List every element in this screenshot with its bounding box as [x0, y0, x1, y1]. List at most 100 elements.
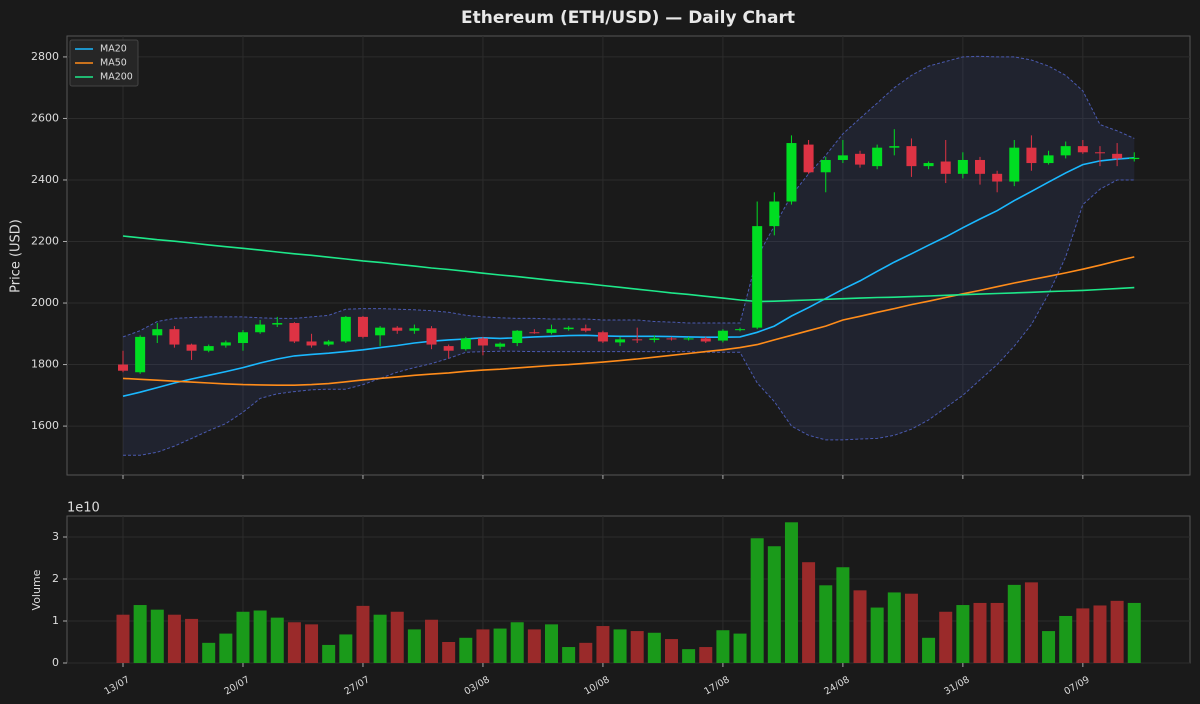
ma-line	[122, 235, 1135, 303]
candle-body	[683, 338, 694, 340]
volume-bar	[1127, 602, 1141, 663]
volume-panel	[66, 515, 1191, 664]
chart-title: Ethereum (ETH/USD) — Daily Chart	[461, 8, 795, 28]
candle-body	[289, 323, 300, 342]
candle-body	[203, 346, 214, 351]
volume-bar	[596, 626, 610, 663]
candle-body	[1009, 147, 1020, 182]
volume-bar	[287, 622, 301, 663]
candle-body	[923, 163, 934, 167]
candle-body	[323, 341, 334, 345]
candle-body	[820, 159, 831, 173]
volume-bar	[682, 649, 696, 663]
volume-offset-label: 1e10	[67, 501, 100, 516]
volume-bar	[853, 590, 867, 663]
candle-body	[529, 332, 540, 334]
candle-body	[563, 327, 574, 330]
ma-line	[122, 157, 1135, 397]
candle-body	[786, 143, 797, 202]
y-tick-label: 0	[52, 656, 59, 669]
legend-box	[69, 39, 139, 87]
y-tick-label: 1600	[31, 419, 59, 432]
band-upper	[122, 55, 1135, 338]
candle-body	[1026, 147, 1037, 164]
legend-label: MA200	[100, 72, 133, 83]
candle-body	[735, 329, 746, 331]
volume-axis-label: Volume	[30, 569, 43, 610]
volume-bar	[956, 605, 970, 663]
candle-body	[1129, 157, 1140, 160]
volume-bar	[870, 607, 884, 663]
volume-bar	[133, 605, 147, 663]
volume-bar	[356, 605, 370, 663]
legend-label: MA50	[100, 58, 127, 69]
volume-bar	[116, 614, 130, 663]
volume-bar	[1076, 608, 1090, 663]
volume-bar	[750, 538, 764, 663]
candle-body	[392, 327, 403, 331]
candle-body	[700, 338, 711, 342]
volume-bar	[1042, 631, 1056, 663]
y-tick-label: 3	[52, 530, 59, 543]
volume-bar	[270, 617, 284, 663]
candle-body	[306, 341, 317, 346]
candle-body	[186, 344, 197, 351]
volume-bar	[305, 624, 319, 663]
candle-body	[975, 159, 985, 174]
volume-bar	[236, 611, 250, 663]
volume-bar	[322, 644, 336, 663]
candle-body	[1043, 155, 1054, 164]
y-tick-label: 2800	[31, 50, 59, 63]
y-tick-label: 2000	[31, 296, 59, 309]
volume-bar	[219, 633, 233, 663]
volume-bar	[699, 647, 713, 663]
volume-bar	[562, 647, 576, 663]
volume-bar	[630, 631, 644, 663]
candle-body	[375, 327, 386, 336]
y-tick-label: 2600	[31, 111, 59, 124]
candle-body	[255, 324, 266, 333]
candle-body	[512, 330, 523, 344]
volume-bar	[990, 602, 1004, 663]
candle-body	[992, 173, 1003, 182]
candle-body	[837, 155, 848, 160]
volume-bar	[784, 522, 798, 663]
candle-body	[443, 346, 454, 351]
volume-bar	[1093, 605, 1107, 663]
candle-body	[340, 316, 351, 342]
y-tick-label: 1	[52, 614, 59, 627]
volume-bar	[939, 611, 953, 663]
volume-bar	[390, 611, 404, 663]
candle-body	[615, 339, 626, 343]
volume-bar	[407, 629, 421, 663]
candle-body	[135, 336, 146, 373]
volume-bar	[904, 593, 918, 663]
volume-bar	[185, 618, 199, 663]
volume-bar	[1110, 600, 1124, 663]
y-tick-label: 2200	[31, 235, 59, 248]
candle-body	[118, 364, 128, 371]
candle-body	[1077, 146, 1088, 153]
y-tick-label: 1800	[31, 358, 59, 371]
legend-label: MA20	[100, 44, 127, 55]
volume-bar	[579, 642, 593, 663]
volume-bar	[425, 619, 439, 663]
price-panel	[66, 35, 1191, 476]
candle-body	[220, 342, 231, 346]
band-lower	[123, 179, 1135, 456]
volume-bar	[339, 634, 353, 663]
candle-body	[803, 144, 814, 173]
volume-bar	[819, 585, 833, 663]
candle-body	[889, 146, 900, 148]
candle-body	[752, 226, 763, 328]
candle-body	[546, 329, 557, 333]
volume-bar	[1007, 584, 1021, 663]
volume-bar	[647, 632, 661, 663]
volume-bar	[510, 622, 524, 663]
candle-body	[477, 338, 488, 346]
candle-body	[632, 339, 643, 341]
candle-body	[237, 332, 248, 344]
volume-bar	[613, 629, 627, 663]
